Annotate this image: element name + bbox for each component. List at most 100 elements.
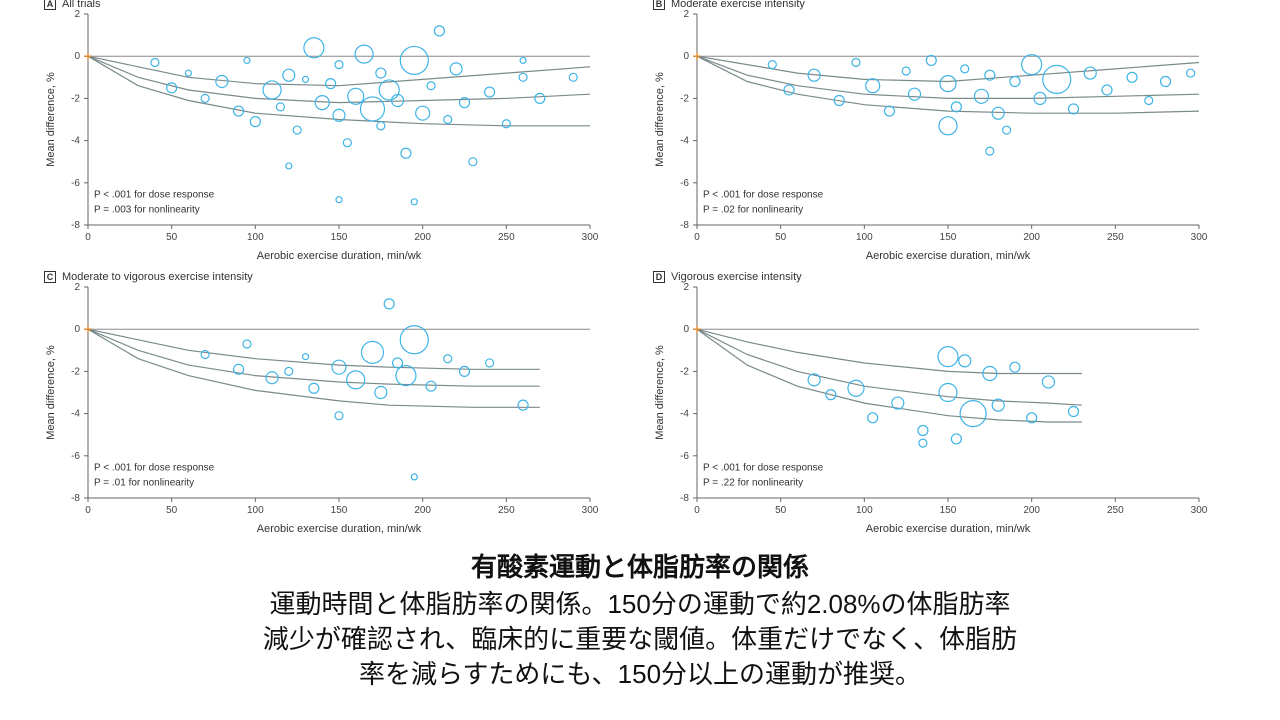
data-bubble	[315, 96, 329, 110]
data-bubble	[460, 366, 470, 376]
y-axis-label: Mean difference, %	[654, 72, 666, 167]
panel-a: AAll trials050100150200250300-8-6-4-202A…	[40, 0, 631, 265]
svg-text:50: 50	[775, 505, 787, 516]
panel-title: Moderate exercise intensity	[671, 0, 805, 10]
svg-text:-6: -6	[680, 178, 689, 189]
svg-text:-6: -6	[71, 178, 80, 189]
data-bubble	[444, 355, 452, 363]
data-bubble	[151, 59, 159, 67]
data-bubble	[303, 76, 309, 82]
data-bubble	[360, 97, 384, 121]
data-bubble	[992, 107, 1004, 119]
data-bubble	[167, 83, 177, 93]
data-bubble	[250, 117, 260, 127]
data-bubble	[201, 351, 209, 359]
data-bubble	[416, 106, 430, 120]
curve-lower	[88, 56, 590, 126]
data-bubble	[243, 340, 251, 348]
p-nonlinearity: P = .02 for nonlinearity	[703, 204, 803, 215]
panel-label: AAll trials	[44, 0, 101, 10]
data-bubble	[384, 299, 394, 309]
curve-upper	[88, 329, 540, 369]
svg-text:-2: -2	[680, 366, 689, 377]
data-bubble	[434, 26, 444, 36]
data-bubble	[335, 61, 343, 69]
data-bubble	[1003, 126, 1011, 134]
caption-line2: 減少が確認され、臨床的に重要な閾値。体重だけでなく、体脂肪	[40, 622, 1240, 657]
data-bubble	[285, 367, 293, 375]
svg-text:-6: -6	[680, 451, 689, 462]
svg-text:0: 0	[74, 51, 80, 62]
panel-letter: D	[653, 271, 665, 283]
svg-text:-4: -4	[71, 136, 80, 147]
svg-text:50: 50	[775, 232, 787, 243]
svg-text:300: 300	[1191, 232, 1208, 243]
caption-line3: 率を減らすためにも、150分以上の運動が推奨。	[40, 657, 1240, 692]
curve-mid	[88, 329, 540, 386]
data-bubble	[852, 59, 860, 67]
data-bubble	[974, 89, 988, 103]
svg-text:-8: -8	[71, 220, 80, 231]
svg-text:50: 50	[166, 505, 178, 516]
data-bubble	[502, 120, 510, 128]
svg-text:200: 200	[1023, 232, 1040, 243]
panel-label: CModerate to vigorous exercise intensity	[44, 271, 253, 283]
data-bubble	[1042, 376, 1054, 388]
curve-lower	[697, 56, 1199, 113]
data-bubble	[939, 117, 957, 135]
data-bubble	[326, 79, 336, 89]
chart-svg: 050100150200250300-8-6-4-202Aerobic exer…	[649, 273, 1209, 538]
data-bubble	[335, 412, 343, 420]
data-bubble	[201, 94, 209, 102]
data-bubble	[892, 397, 904, 409]
data-bubble	[1069, 406, 1079, 416]
data-bubble	[426, 381, 436, 391]
chart-svg: 050100150200250300-8-6-4-202Aerobic exer…	[649, 0, 1209, 265]
svg-text:300: 300	[582, 232, 599, 243]
data-bubble	[1187, 69, 1195, 77]
p-nonlinearity: P = .22 for nonlinearity	[703, 477, 803, 488]
data-bubble	[485, 87, 495, 97]
x-axis-label: Aerobic exercise duration, min/wk	[257, 250, 422, 262]
svg-text:200: 200	[414, 232, 431, 243]
panel-label: BModerate exercise intensity	[653, 0, 805, 10]
svg-text:200: 200	[414, 505, 431, 516]
y-axis-label: Mean difference, %	[45, 72, 57, 167]
data-bubble	[1043, 65, 1071, 93]
svg-text:200: 200	[1023, 505, 1040, 516]
panel-label: DVigorous exercise intensity	[653, 271, 802, 283]
data-bubble	[376, 68, 386, 78]
p-nonlinearity: P = .01 for nonlinearity	[94, 477, 194, 488]
curve-lower	[88, 329, 540, 407]
data-bubble	[866, 79, 880, 93]
curve-mid	[88, 56, 590, 102]
data-bubble	[450, 63, 462, 75]
svg-text:0: 0	[85, 232, 91, 243]
data-bubble	[961, 65, 969, 73]
svg-text:-6: -6	[71, 451, 80, 462]
x-axis-label: Aerobic exercise duration, min/wk	[866, 250, 1031, 262]
svg-text:-2: -2	[71, 366, 80, 377]
curve-upper	[697, 329, 1082, 373]
svg-text:100: 100	[856, 232, 873, 243]
data-bubble	[1161, 77, 1171, 87]
data-bubble	[569, 73, 577, 81]
data-bubble	[959, 355, 971, 367]
panel-title: Moderate to vigorous exercise intensity	[62, 271, 253, 283]
panel-letter: A	[44, 0, 56, 10]
data-bubble	[216, 76, 228, 88]
data-bubble	[400, 46, 428, 74]
data-bubble	[1145, 97, 1153, 105]
svg-text:-2: -2	[71, 93, 80, 104]
svg-text:100: 100	[856, 505, 873, 516]
svg-text:-8: -8	[680, 493, 689, 504]
svg-text:0: 0	[694, 232, 700, 243]
curve-mid	[697, 329, 1082, 405]
data-bubble	[868, 413, 878, 423]
caption-line1: 運動時間と体脂肪率の関係。150分の運動で約2.08%の体脂肪率	[40, 587, 1240, 622]
data-bubble	[1069, 104, 1079, 114]
svg-text:-2: -2	[680, 93, 689, 104]
svg-text:100: 100	[247, 232, 264, 243]
caption-block: 有酸素運動と体脂肪率の関係 運動時間と体脂肪率の関係。150分の運動で約2.08…	[0, 544, 1280, 692]
svg-text:0: 0	[694, 505, 700, 516]
